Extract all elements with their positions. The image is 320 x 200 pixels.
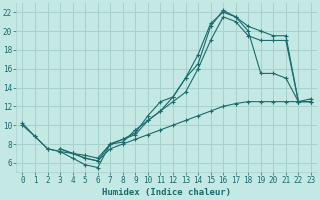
X-axis label: Humidex (Indice chaleur): Humidex (Indice chaleur) <box>102 188 231 197</box>
